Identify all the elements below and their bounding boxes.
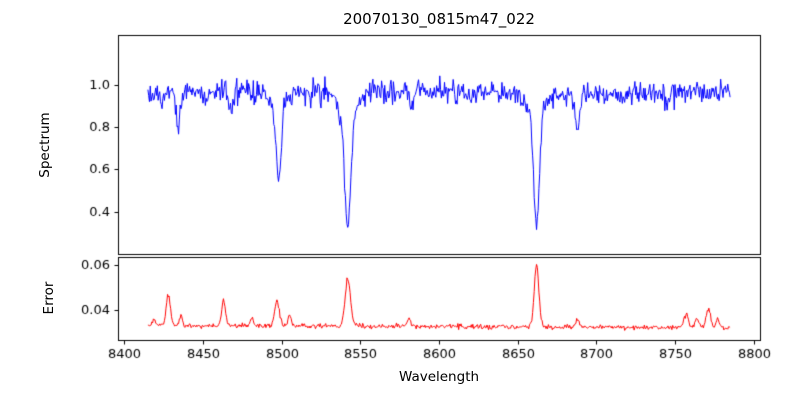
y-axis-label-error: Error [41, 281, 57, 315]
y-axis-label-spectrum: Spectrum [37, 112, 53, 178]
x-axis-label: Wavelength [398, 369, 480, 385]
chart-title: 20070130_0815m47_022 [343, 10, 535, 28]
